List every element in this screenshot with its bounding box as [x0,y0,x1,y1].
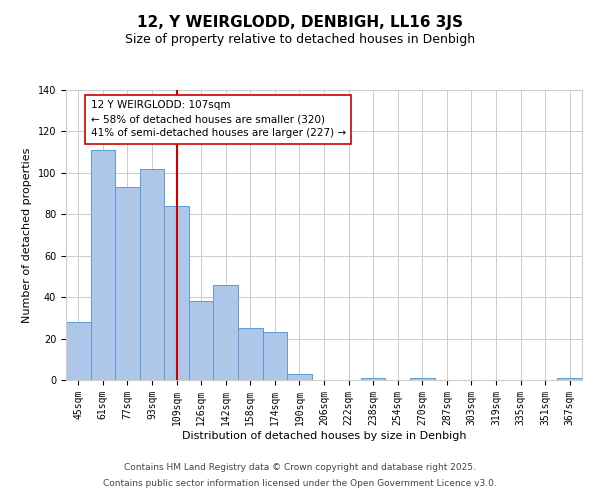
Bar [164,206,189,380]
Bar [91,150,115,380]
Bar [287,374,312,380]
Bar [410,378,434,380]
Bar [557,378,582,380]
Bar [214,284,238,380]
Text: Contains HM Land Registry data © Crown copyright and database right 2025.: Contains HM Land Registry data © Crown c… [124,464,476,472]
Bar [361,378,385,380]
Text: Size of property relative to detached houses in Denbigh: Size of property relative to detached ho… [125,32,475,46]
Bar [66,322,91,380]
Text: 12, Y WEIRGLODD, DENBIGH, LL16 3JS: 12, Y WEIRGLODD, DENBIGH, LL16 3JS [137,15,463,30]
Bar [238,328,263,380]
Bar [189,302,214,380]
Bar [115,188,140,380]
Bar [263,332,287,380]
X-axis label: Distribution of detached houses by size in Denbigh: Distribution of detached houses by size … [182,430,466,440]
Y-axis label: Number of detached properties: Number of detached properties [22,148,32,322]
Text: 12 Y WEIRGLODD: 107sqm
← 58% of detached houses are smaller (320)
41% of semi-de: 12 Y WEIRGLODD: 107sqm ← 58% of detached… [91,100,346,138]
Bar [140,168,164,380]
Text: Contains public sector information licensed under the Open Government Licence v3: Contains public sector information licen… [103,478,497,488]
